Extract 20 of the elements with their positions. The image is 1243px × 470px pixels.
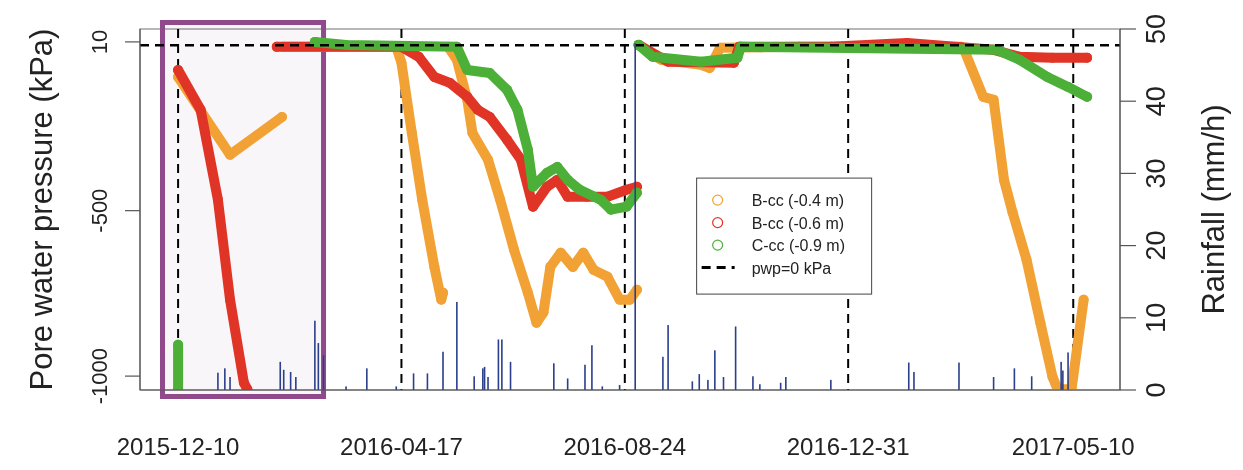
y-axis-title: Pore water pressure (kPa)	[24, 28, 59, 391]
legend-label: pwp=0 kPa	[751, 259, 832, 277]
y2-tick-label: 0	[1141, 382, 1171, 398]
y2-axis-title: Rainfall (mm/h)	[1196, 104, 1231, 315]
x-tick-label: 2016-04-17	[340, 433, 463, 460]
y-tick-label: -1000	[87, 347, 112, 405]
y2-tick-label: 40	[1141, 86, 1171, 117]
x-tick-label: 2016-12-31	[786, 433, 910, 460]
y2-tick-label: 20	[1141, 230, 1171, 261]
y2-tick-label: 10	[1141, 302, 1171, 333]
y2-tick-label: 50	[1141, 13, 1171, 45]
y2-tick-label: 30	[1141, 158, 1171, 189]
x-tick-label: 2016-08-24	[563, 433, 687, 460]
x-tick-label: 2015-12-10	[116, 433, 240, 460]
legend-label: B-cc (-0.6 m)	[751, 214, 845, 232]
legend-label: B-cc (-0.4 m)	[751, 192, 845, 210]
y-tick-label: -500	[87, 188, 112, 233]
x-tick-label: 2017-05-10	[1011, 433, 1135, 460]
legend-label: C-cc (-0.9 m)	[751, 237, 845, 255]
y-tick-label: 10	[87, 29, 112, 55]
